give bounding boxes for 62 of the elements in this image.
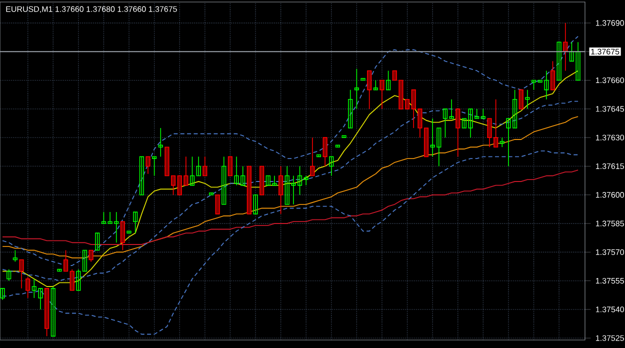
candlestick (480, 108, 486, 119)
y-tick-label: 1.37615 (596, 163, 624, 170)
candlestick (6, 268, 12, 282)
y-tick-label: 1.37660 (596, 77, 624, 84)
ref-line-label: 1.37675 (591, 48, 620, 54)
candlestick (196, 156, 201, 176)
candlestick (146, 156, 150, 174)
y-tick-label: 1.37690 (596, 20, 624, 26)
candlestick (133, 212, 138, 234)
candlestick (550, 60, 556, 90)
candlestick (563, 22, 568, 72)
candlestick (88, 250, 94, 262)
y-tick-label: 1.37630 (596, 134, 624, 140)
candlestick (531, 80, 536, 90)
candlestick (215, 194, 220, 214)
candlestick (380, 80, 384, 110)
y-tick-label: 1.37555 (596, 278, 624, 284)
candlestick (158, 128, 163, 158)
candlestick (278, 166, 284, 214)
candlestick (63, 250, 68, 272)
candlestick (228, 156, 233, 176)
candlestick (152, 156, 157, 176)
candlestick (95, 232, 100, 251)
candlestick (120, 221, 125, 251)
candlestick (449, 98, 454, 119)
candlestick (329, 156, 334, 176)
candlestick (70, 268, 74, 291)
candlestick (26, 276, 30, 298)
candlestick (500, 137, 504, 148)
candlestick (253, 194, 258, 214)
candlestick (0, 288, 5, 300)
candlestick (82, 250, 88, 272)
candlestick (456, 108, 460, 158)
y-tick-label: 1.37585 (596, 220, 624, 226)
candlestick (297, 166, 302, 196)
y-tick-label: 1.37645 (596, 106, 624, 112)
candlestick (50, 286, 56, 337)
candlestick (367, 70, 372, 110)
candlestick (373, 80, 378, 90)
candlestick (19, 259, 24, 289)
candlestick (57, 268, 62, 272)
candlestick (12, 250, 18, 262)
candlestick (354, 68, 359, 110)
candlestick (139, 156, 144, 196)
candlestick (556, 42, 562, 81)
candlestick (386, 70, 391, 90)
y-tick-label: 1.37540 (596, 306, 624, 312)
candlestick (202, 156, 208, 176)
candlestick (518, 89, 524, 110)
candlestick (190, 156, 195, 186)
y-tick-label: 1.37525 (596, 335, 624, 341)
y-tick-label: 1.37570 (596, 249, 624, 255)
candlestick (310, 137, 315, 176)
candlestick (304, 175, 308, 186)
candlestick (525, 89, 530, 110)
chart-title: EURUSD,M1 1.37660 1.37680 1.37660 1.37675 (6, 6, 177, 13)
candlestick (222, 156, 226, 205)
candlestick (322, 137, 328, 167)
y-tick-label: 1.37600 (596, 192, 624, 198)
candlestick (442, 108, 448, 138)
candlestick (348, 89, 353, 128)
candlestick (76, 268, 81, 291)
